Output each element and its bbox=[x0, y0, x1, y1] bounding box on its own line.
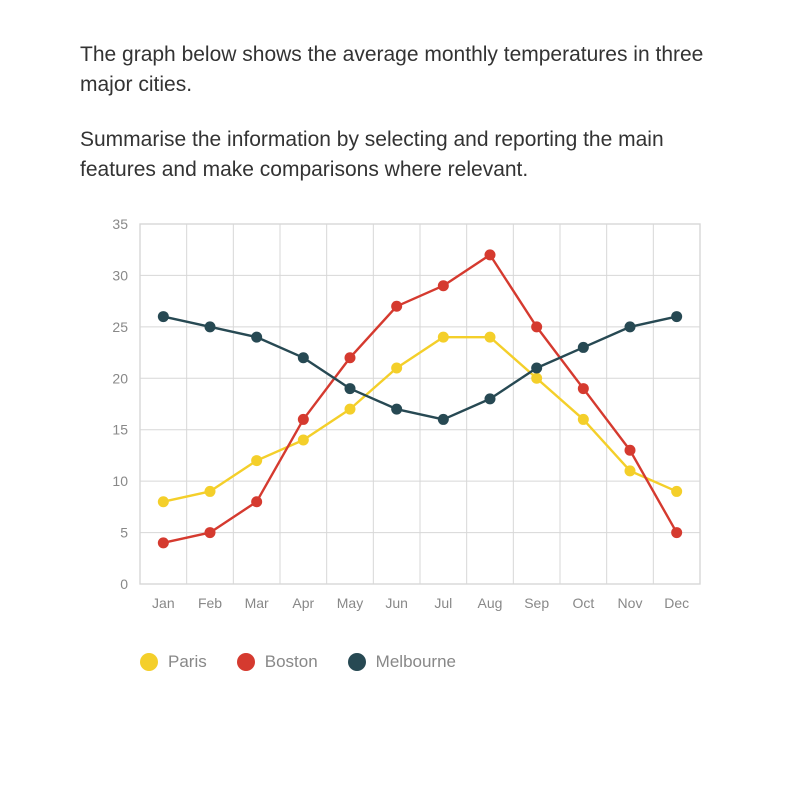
chart-svg: 0 5 10 15 20 25 30 35 Jan Feb Mar Apr May Jun Jul Aug Se… bbox=[80, 214, 720, 634]
series-marker bbox=[251, 496, 262, 507]
series-marker bbox=[625, 445, 636, 456]
series-marker bbox=[391, 403, 402, 414]
series-marker bbox=[251, 455, 262, 466]
series-marker bbox=[298, 352, 309, 363]
y-tick-label: 30 bbox=[112, 267, 128, 283]
series-marker bbox=[298, 414, 309, 425]
x-tick-label: Dec bbox=[664, 595, 689, 611]
x-tick-label: Aug bbox=[478, 595, 503, 611]
legend-dot-melbourne bbox=[348, 653, 366, 671]
x-tick-label: Feb bbox=[198, 595, 222, 611]
series-marker bbox=[485, 331, 496, 342]
series-marker bbox=[298, 434, 309, 445]
x-tick-label: Apr bbox=[292, 595, 314, 611]
series-marker bbox=[391, 301, 402, 312]
legend-label-melbourne: Melbourne bbox=[376, 652, 456, 672]
series-marker bbox=[158, 311, 169, 322]
x-tick-label: Jul bbox=[434, 595, 452, 611]
legend-dot-boston bbox=[237, 653, 255, 671]
y-tick-label: 5 bbox=[120, 524, 128, 540]
legend-item-melbourne: Melbourne bbox=[348, 652, 456, 672]
series-marker bbox=[485, 249, 496, 260]
series-marker bbox=[205, 486, 216, 497]
series-marker bbox=[345, 403, 356, 414]
series-marker bbox=[438, 331, 449, 342]
legend-label-boston: Boston bbox=[265, 652, 318, 672]
series-marker bbox=[578, 342, 589, 353]
legend: Paris Boston Melbourne bbox=[80, 652, 720, 672]
series-marker bbox=[438, 280, 449, 291]
series-marker bbox=[671, 527, 682, 538]
series-marker bbox=[438, 414, 449, 425]
intro-p1: The graph below shows the average monthl… bbox=[80, 40, 720, 101]
series-marker bbox=[578, 414, 589, 425]
series-marker bbox=[531, 321, 542, 332]
x-tick-label: Oct bbox=[572, 595, 594, 611]
series-marker bbox=[345, 383, 356, 394]
intro-p2: Summarise the information by selecting a… bbox=[80, 125, 720, 186]
series-marker bbox=[345, 352, 356, 363]
legend-label-paris: Paris bbox=[168, 652, 207, 672]
x-tick-label: Nov bbox=[618, 595, 643, 611]
x-tick-label: May bbox=[337, 595, 363, 611]
series-marker bbox=[205, 321, 216, 332]
series-marker bbox=[671, 311, 682, 322]
legend-dot-paris bbox=[140, 653, 158, 671]
series-marker bbox=[531, 362, 542, 373]
y-tick-label: 10 bbox=[112, 473, 128, 489]
y-tick-label: 25 bbox=[112, 319, 128, 335]
series-marker bbox=[251, 331, 262, 342]
series-marker bbox=[531, 373, 542, 384]
x-tick-label: Jan bbox=[152, 595, 175, 611]
series-marker bbox=[625, 321, 636, 332]
temperature-chart: 0 5 10 15 20 25 30 35 Jan Feb Mar Apr May Jun Jul Aug Se… bbox=[80, 214, 720, 634]
series-marker bbox=[391, 362, 402, 373]
intro-text: The graph below shows the average monthl… bbox=[80, 40, 720, 186]
series-marker bbox=[205, 527, 216, 538]
legend-item-paris: Paris bbox=[140, 652, 207, 672]
series-marker bbox=[158, 537, 169, 548]
series-marker bbox=[158, 496, 169, 507]
y-tick-label: 15 bbox=[112, 421, 128, 437]
legend-item-boston: Boston bbox=[237, 652, 318, 672]
x-tick-label: Jun bbox=[385, 595, 408, 611]
y-tick-label: 20 bbox=[112, 370, 128, 386]
series-marker bbox=[625, 465, 636, 476]
y-tick-label: 35 bbox=[112, 216, 128, 232]
y-tick-label: 0 bbox=[120, 576, 128, 592]
series-marker bbox=[671, 486, 682, 497]
x-tick-label: Sep bbox=[524, 595, 549, 611]
series-marker bbox=[578, 383, 589, 394]
series-marker bbox=[485, 393, 496, 404]
x-tick-label: Mar bbox=[245, 595, 269, 611]
